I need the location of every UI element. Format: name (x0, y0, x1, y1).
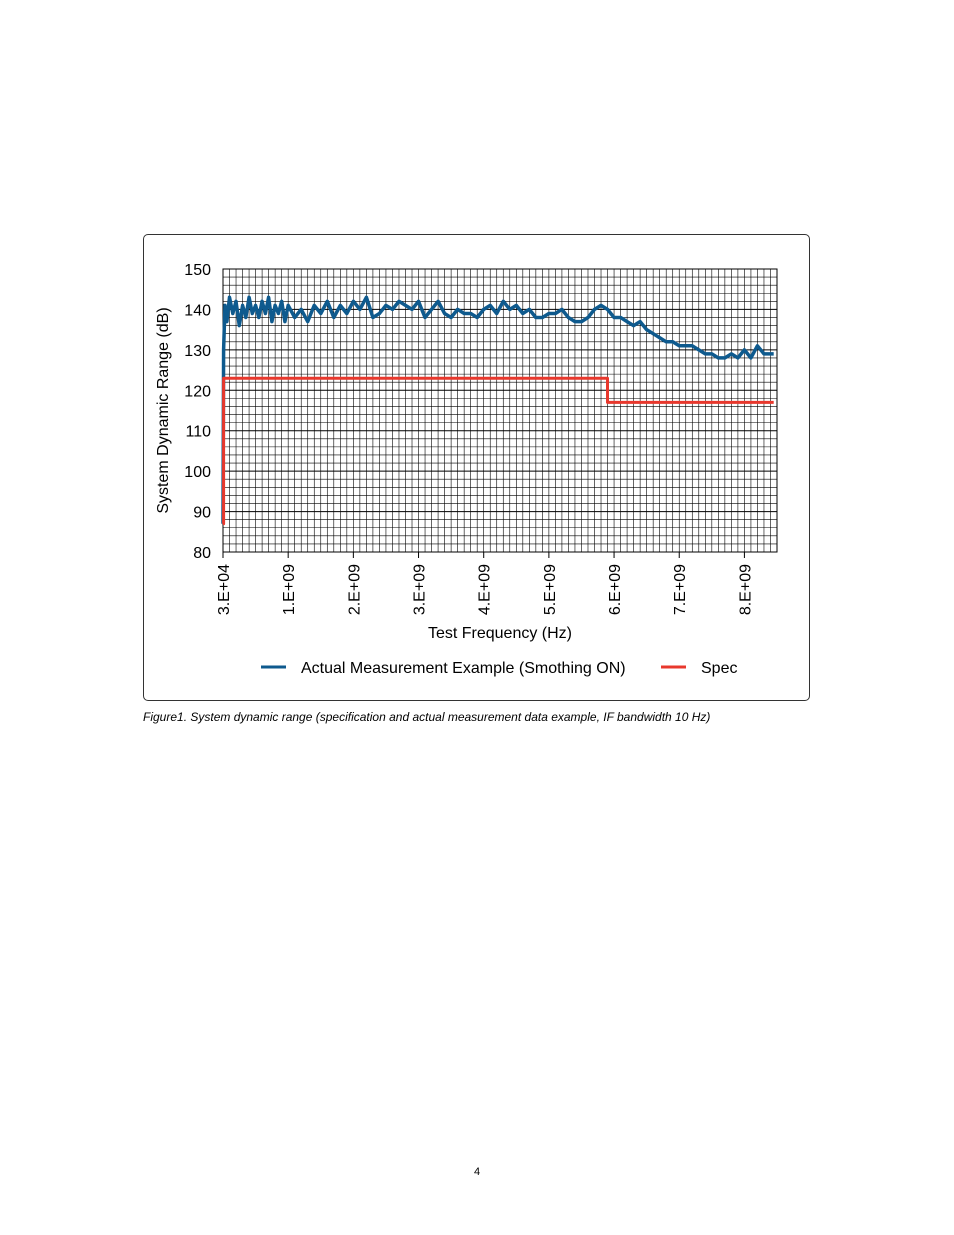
y-tick-labels: 80 90 100 110 120 130 140 150 (184, 262, 211, 562)
y-tick-label: 90 (193, 505, 211, 522)
y-tick-label: 150 (184, 262, 211, 279)
chart-frame: 80 90 100 110 120 130 140 150 3.E+04 1.E+09 2.E+0… (143, 234, 810, 701)
y-axis-title: System Dynamic Range (dB) (155, 307, 172, 513)
dynamic-range-chart: 80 90 100 110 120 130 140 150 3.E+04 1.E+09 2.E+0… (155, 262, 778, 677)
x-tick-label: 4.E+09 (477, 564, 494, 615)
x-tick-label: 6.E+09 (607, 564, 624, 615)
x-axis-ticks (222, 552, 745, 558)
series-layer (221, 295, 774, 526)
measurement-series-line (221, 295, 774, 524)
legend-label: Spec (701, 660, 737, 677)
y-tick-label: 100 (184, 464, 211, 481)
plot-border (222, 268, 778, 553)
y-tick-label: 130 (184, 343, 211, 360)
x-tick-label: 5.E+09 (542, 564, 559, 615)
x-tick-label: 2.E+09 (346, 564, 363, 615)
page-number: 4 (473, 1166, 481, 1178)
legend-label: Actual Measurement Example (Smothing ON) (301, 660, 626, 677)
spec-series-line (222, 376, 774, 526)
y-tick-label: 120 (184, 383, 211, 400)
x-tick-label: 7.E+09 (672, 564, 689, 615)
major-gridlines (223, 308, 777, 513)
x-tick-label: 3.E+04 (216, 564, 233, 615)
minor-gridlines (223, 269, 777, 552)
y-tick-label: 80 (193, 545, 211, 562)
figure-caption: Figure1. System dynamic range (specifica… (143, 710, 711, 724)
x-axis-title: Test Frequency (Hz) (428, 625, 572, 642)
x-tick-label: 1.E+09 (281, 564, 298, 615)
legend: Actual Measurement Example (Smothing ON)… (261, 660, 737, 677)
x-tick-labels: 3.E+04 1.E+09 2.E+09 3.E+09 4.E+09 5.E+09 6.E+… (216, 564, 754, 615)
x-tick-label: 8.E+09 (737, 564, 754, 615)
y-tick-label: 140 (184, 302, 211, 319)
y-tick-label: 110 (185, 424, 211, 441)
x-tick-label: 3.E+09 (412, 564, 429, 615)
